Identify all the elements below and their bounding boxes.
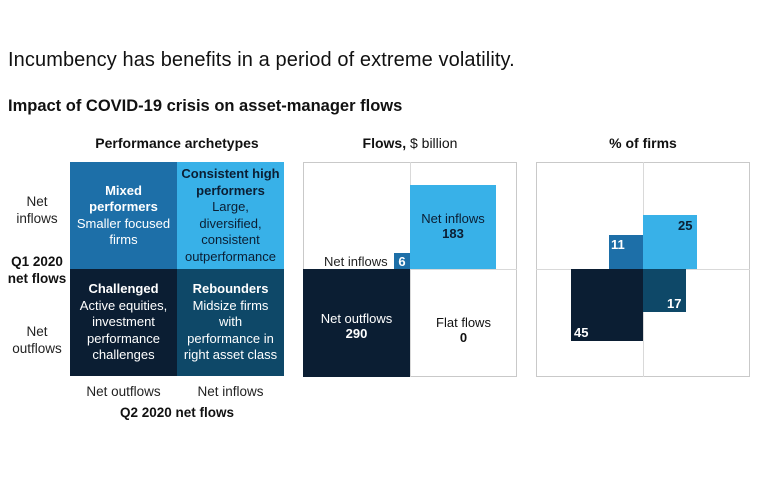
row-label-net-outflows: Net outflows	[12, 324, 62, 356]
flows-header: Flows, $ billion	[303, 135, 517, 151]
firms-bottom-right-value: 17	[667, 296, 682, 311]
firms-top-right-value: 25	[678, 218, 693, 233]
flows-net-outflows-box	[303, 269, 410, 377]
flows-flat-value: 0	[459, 330, 468, 345]
archetypes-header: Performance archetypes	[95, 135, 259, 151]
flows-unit: $ billion	[409, 135, 458, 151]
flows-net-inflows-value: 183	[442, 226, 464, 241]
quadrant-challenged: Challenged Active equities, investment p…	[70, 269, 177, 376]
firms-bottom-left-value: 45	[574, 325, 589, 340]
quadrant-desc: Active equities, investment performance …	[79, 297, 168, 363]
quadrant-consistent-high-performers: Consistent high performers Large, divers…	[177, 162, 284, 269]
row-label-q1-2020: Q1 2020 net flows	[7, 254, 67, 286]
flows-horizontal-gridline	[303, 269, 517, 270]
quadrant-title: Mixed performers	[89, 182, 158, 215]
flows-mixed-box	[394, 253, 410, 269]
row-label-net-inflows: Net inflows	[16, 194, 58, 226]
quadrant-desc: Large, diversified, consistent outperfor…	[184, 199, 277, 264]
page-title: Incumbency has benefits in a period of e…	[8, 49, 515, 71]
chart-subtitle: Impact of COVID-19 crisis on asset-manag…	[8, 97, 403, 115]
flows-mixed-label: Net inflows	[324, 254, 388, 269]
flows-net-inflows-box	[410, 185, 496, 269]
flows-flat-text: Flat flows	[436, 315, 491, 330]
flows-mixed-value: 6	[398, 254, 406, 269]
flows-flat-label: Flat flows 0	[410, 315, 517, 345]
flows-net-inflows-text: Net inflows	[421, 211, 485, 226]
firms-top-right-box	[643, 215, 697, 269]
firms-bottom-right-box	[643, 269, 686, 312]
quadrant-desc: Smaller focused firms	[76, 215, 171, 248]
quadrant-title: Consistent high performers	[181, 166, 280, 198]
col-label-net-outflows: Net outflows	[86, 384, 161, 399]
firms-top-left-value: 11	[611, 237, 625, 252]
flows-header-text: Flows,	[362, 135, 407, 151]
col-label-net-inflows: Net inflows	[197, 384, 264, 399]
flows-net-inflows-label: Net inflows 183	[410, 211, 496, 241]
quadrant-title: Rebounders	[192, 281, 269, 297]
flows-net-outflows-label: Net outflows 290	[303, 311, 410, 341]
quadrant-title: Challenged	[88, 281, 159, 297]
firms-header: % of firms	[609, 135, 677, 151]
x-axis-label-q2-2020: Q2 2020 net flows	[119, 405, 235, 420]
flows-net-outflows-value: 290	[345, 326, 368, 341]
quadrant-desc: Midsize firms with performance in right …	[183, 297, 278, 363]
quadrant-mixed-performers: Mixed performers Smaller focused firms	[70, 162, 177, 269]
firms-bottom-left-box	[571, 269, 643, 341]
firms-top-left-box	[609, 235, 643, 269]
quadrant-rebounders: Rebounders Midsize firms with performanc…	[177, 269, 284, 376]
flows-net-outflows-text: Net outflows	[320, 311, 393, 326]
